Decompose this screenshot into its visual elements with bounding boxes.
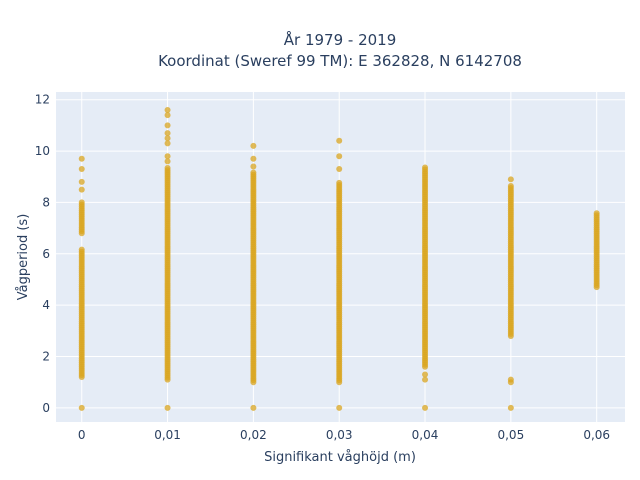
- data-point: [164, 165, 171, 172]
- data-point: [507, 176, 514, 183]
- data-point: [78, 178, 85, 185]
- data-point: [164, 404, 171, 411]
- y-tick-label: 0: [42, 401, 50, 415]
- data-point: [164, 140, 171, 147]
- x-tick-label: 0,06: [583, 428, 610, 442]
- x-tick-label: 0,02: [240, 428, 267, 442]
- y-tick-label: 2: [42, 350, 50, 364]
- x-tick-label: 0,04: [412, 428, 439, 442]
- y-tick-label: 6: [42, 247, 50, 261]
- x-tick-label: 0,01: [154, 428, 181, 442]
- data-point: [336, 166, 343, 173]
- chart-title: År 1979 - 2019: [284, 30, 397, 49]
- data-points: [78, 106, 600, 411]
- data-point: [164, 112, 171, 119]
- y-axis-ticks: 0 2 4 6 8 10 12: [35, 93, 50, 415]
- data-point: [507, 376, 514, 383]
- x-axis-ticks: 0 0,01 0,02 0,03 0,04 0,05 0,06: [78, 428, 610, 442]
- data-point: [507, 404, 514, 411]
- data-point: [78, 246, 85, 253]
- chart-subtitle: Koordinat (Sweref 99 TM): E 362828, N 61…: [158, 52, 522, 70]
- data-point: [78, 404, 85, 411]
- y-tick-label: 4: [42, 298, 50, 312]
- data-point: [78, 166, 85, 173]
- data-point: [507, 182, 514, 189]
- y-tick-label: 12: [35, 93, 50, 107]
- data-point: [336, 137, 343, 144]
- x-axis-title: Signifikant våghöjd (m): [264, 450, 416, 465]
- data-point: [164, 153, 171, 160]
- data-point: [164, 135, 171, 142]
- data-point: [78, 199, 85, 206]
- x-tick-label: 0,05: [497, 428, 524, 442]
- data-point: [78, 186, 85, 193]
- data-point: [250, 404, 257, 411]
- data-point: [336, 404, 343, 411]
- data-point: [422, 371, 429, 378]
- data-point: [336, 153, 343, 160]
- y-tick-label: 10: [35, 144, 50, 158]
- data-point: [422, 164, 429, 171]
- data-point: [164, 106, 171, 113]
- data-point: [164, 130, 171, 137]
- data-point: [422, 404, 429, 411]
- data-point: [164, 158, 171, 165]
- x-tick-label: 0,03: [326, 428, 353, 442]
- x-tick-label: 0: [78, 428, 86, 442]
- data-point: [593, 210, 600, 217]
- data-point: [164, 122, 171, 129]
- data-point: [336, 179, 343, 186]
- data-point: [250, 142, 257, 149]
- data-point: [250, 155, 257, 162]
- data-point: [250, 163, 257, 170]
- data-point: [422, 376, 429, 383]
- y-tick-label: 8: [42, 195, 50, 209]
- data-point: [78, 155, 85, 162]
- data-point: [250, 169, 257, 176]
- y-axis-title: Vågperiod (s): [16, 214, 31, 301]
